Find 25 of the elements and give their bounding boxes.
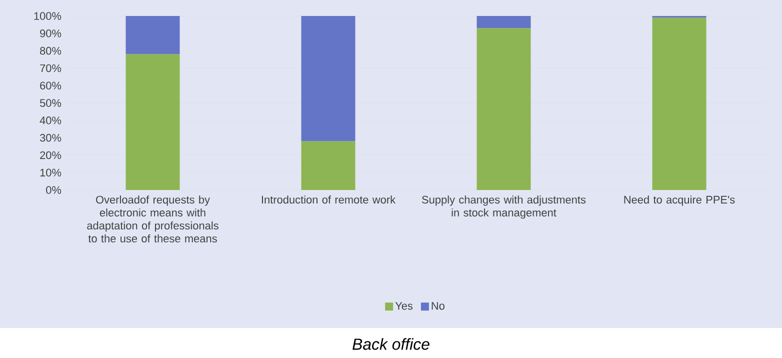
y-tick-label: 20%	[40, 151, 62, 160]
y-tick-label: 30%	[40, 134, 62, 142]
y-tick-label: 60%	[40, 82, 62, 90]
legend-label: No	[432, 302, 444, 310]
bar	[476, 16, 531, 28]
y-tick-label: 90%	[40, 30, 62, 38]
bar	[301, 141, 356, 190]
y-tick-label: 100%	[34, 12, 62, 20]
x-tick-label: Need to acquire PPE's	[624, 196, 735, 206]
bar	[126, 54, 180, 190]
y-tick-label: 80%	[40, 46, 62, 55]
bar	[652, 18, 706, 190]
y-tick-label: 50%	[40, 99, 62, 107]
y-tick-label: 70%	[40, 64, 62, 72]
bar	[126, 16, 180, 54]
y-tick-label: 10%	[40, 168, 62, 176]
text: Back office	[352, 338, 430, 350]
y-tick-label: 0%	[46, 186, 62, 194]
bar	[476, 28, 531, 190]
x-tick-label: Supply changes with adjustments in stock management	[422, 196, 586, 219]
bar	[301, 16, 356, 142]
y-tick-label: 40%	[40, 116, 62, 124]
legend-label: Yes	[395, 302, 413, 310]
x-tick-label: Overloadof requests by electronic means with adaptation of professionals to the use of these means	[87, 196, 218, 242]
x-tick-label: Introduction of remote work	[262, 196, 396, 204]
